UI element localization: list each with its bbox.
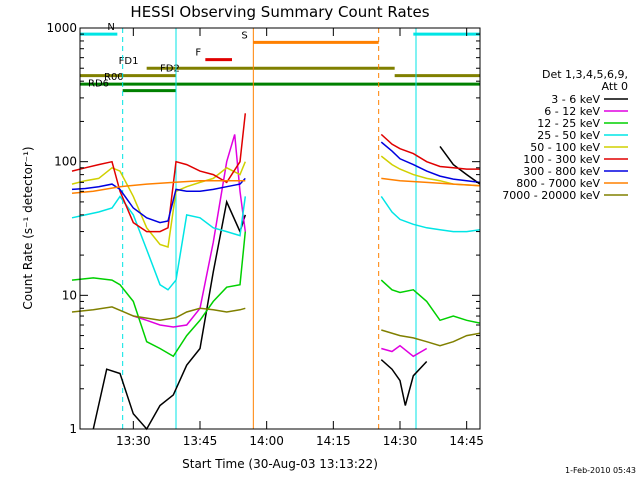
chart-title: HESSI Observing Summary Count Rates	[130, 3, 429, 21]
series-line	[381, 344, 428, 358]
series-line	[380, 141, 481, 184]
series-line	[380, 359, 428, 406]
y-tick-label: 100	[54, 155, 77, 169]
series-line	[71, 195, 247, 291]
plot-frame	[79, 27, 481, 430]
x-tick-label: 13:45	[183, 434, 218, 448]
legend-entry-label: 12 - 25 keV	[537, 117, 600, 130]
flag-bar-label: S	[241, 30, 247, 41]
series-line	[71, 113, 247, 233]
series-line	[71, 231, 247, 358]
axis-ticks: 13:30 13:45 14:00 14:15 14:30 14:45 1 10 100 1000	[46, 21, 484, 448]
legend-entry-label: 6 - 12 keV	[544, 105, 600, 118]
series-line	[133, 134, 247, 328]
series-line	[380, 155, 481, 187]
legend-entry-label: 300 - 800 keV	[523, 165, 600, 178]
series-line	[380, 133, 480, 170]
series-line	[71, 179, 246, 195]
series-line	[92, 199, 247, 431]
y-tick-label: 10	[62, 288, 77, 302]
legend-entry-label: 3 - 6 keV	[551, 93, 600, 106]
x-tick-label: 14:00	[249, 434, 284, 448]
y-tick-label: 1	[69, 422, 77, 436]
legend-entry-label: 25 - 50 keV	[537, 129, 600, 142]
flag-bar-label: FD1	[119, 56, 139, 67]
series-line	[380, 279, 481, 324]
x-tick-label: 14:30	[383, 434, 418, 448]
flag-bar-label: RD6	[88, 79, 109, 90]
series-line	[71, 161, 246, 248]
series-line	[380, 195, 481, 233]
y-axis-label: Count Rate (s⁻¹ detector⁻¹)	[21, 146, 35, 309]
vertical-markers	[122, 28, 417, 429]
legend-entry-label: 100 - 300 keV	[523, 153, 600, 166]
x-tick-label: 13:30	[116, 434, 151, 448]
series-line	[381, 177, 481, 187]
series-lines	[71, 113, 481, 431]
legend-entry-label: 7000 - 20000 keV	[502, 189, 600, 202]
series-line	[71, 306, 246, 322]
flag-bar-label: FD2	[160, 64, 180, 75]
series-line	[71, 177, 246, 224]
x-tick-label: 14:15	[316, 434, 351, 448]
y-tick-label: 1000	[46, 21, 77, 35]
legend-title-line2: Att 0	[602, 80, 628, 93]
flag-bar-label: F	[195, 48, 201, 59]
legend-entry-label: 800 - 7000 keV	[516, 177, 600, 190]
generation-timestamp: 1-Feb-2010 05:43	[565, 466, 636, 475]
x-axis-label: Start Time (30-Aug-03 13:13:22)	[182, 457, 378, 471]
flag-bar-label: R00	[104, 72, 124, 83]
series-line	[439, 145, 481, 185]
x-tick-label: 14:45	[449, 434, 484, 448]
series-line	[381, 329, 481, 347]
legend-title-line1: Det 1,3,4,5,6,9,	[542, 68, 628, 81]
legend-entry-label: 50 - 100 keV	[530, 141, 600, 154]
